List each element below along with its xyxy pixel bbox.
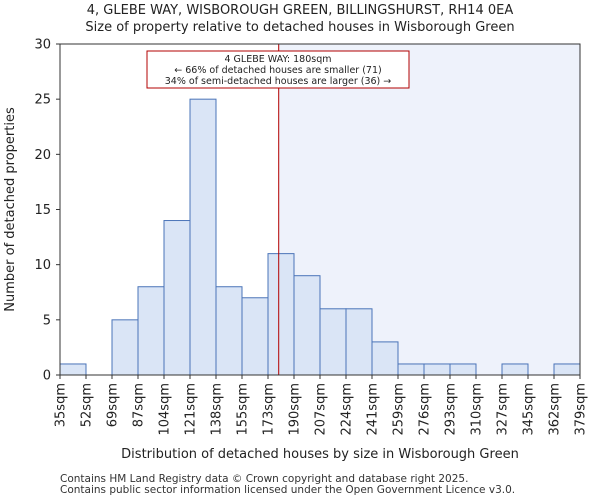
annotation-box: 4 GLEBE WAY: 180sqm ← 66% of detached ho…: [146, 50, 410, 89]
x-tick-label: 52sqm: [80, 383, 95, 427]
y-tick-label: 15: [34, 203, 51, 218]
x-tick-label: 362sqm: [548, 383, 563, 436]
annotation-line-3: 34% of semi-detached houses are larger (…: [165, 76, 392, 87]
histogram-bar: [163, 220, 191, 376]
y-axis-label: Number of detached properties: [3, 107, 18, 312]
x-axis-label: Distribution of detached houses by size …: [121, 447, 519, 462]
histogram-bar: [189, 98, 217, 376]
y-tick-label: 30: [34, 38, 51, 53]
x-tick-label: 138sqm: [210, 383, 225, 436]
histogram-bar: [423, 363, 451, 376]
x-tick-label: 104sqm: [158, 383, 173, 436]
plot-border: [59, 43, 581, 376]
footer-licence: Contains public sector information licen…: [60, 484, 516, 496]
x-tick-label: 379sqm: [574, 383, 589, 436]
histogram-bar: [371, 341, 399, 376]
x-tick-label: 87sqm: [132, 383, 147, 427]
histogram-bar: [111, 319, 139, 376]
x-tick-label: 345sqm: [522, 383, 537, 436]
x-tick-label: 69sqm: [106, 383, 121, 427]
x-tick-label: 207sqm: [314, 383, 329, 436]
histogram-bar: [397, 363, 425, 376]
annotation-line-2: ← 66% of detached houses are smaller (71…: [174, 65, 381, 76]
histogram-bar: [241, 297, 269, 376]
x-tick-label: 121sqm: [184, 383, 199, 436]
x-tick-label: 35sqm: [54, 383, 69, 427]
x-tick-label: 173sqm: [262, 383, 277, 436]
histogram-bar: [59, 363, 87, 376]
y-tick-label: 25: [34, 93, 51, 108]
y-tick-label: 0: [43, 369, 51, 384]
y-tick-label: 5: [43, 313, 51, 328]
histogram-bar: [553, 363, 581, 376]
histogram-bar: [501, 363, 529, 376]
x-tick-label: 259sqm: [392, 383, 407, 436]
chart-subtitle: Size of property relative to detached ho…: [85, 20, 515, 35]
x-tick-label: 310sqm: [470, 383, 485, 436]
x-tick-label: 327sqm: [496, 383, 511, 436]
y-tick-label: 10: [34, 258, 51, 273]
x-tick-label: 241sqm: [366, 383, 381, 436]
footer-copyright: Contains HM Land Registry data © Crown c…: [60, 473, 469, 485]
histogram-bar: [267, 253, 295, 376]
histogram-bar: [215, 286, 243, 376]
x-tick-label: 155sqm: [236, 383, 251, 436]
annotation-line-1: 4 GLEBE WAY: 180sqm: [224, 54, 331, 65]
histogram-bar: [345, 308, 373, 376]
x-tick-label: 190sqm: [288, 383, 303, 436]
annotation-border: [146, 50, 410, 89]
chart-title: 4, GLEBE WAY, WISBOROUGH GREEN, BILLINGS…: [86, 3, 514, 18]
y-tick-label: 20: [34, 148, 51, 163]
x-tick-label: 293sqm: [444, 383, 459, 436]
histogram-bar: [293, 275, 321, 376]
histogram-bar: [319, 308, 347, 376]
x-tick-label: 224sqm: [340, 383, 355, 436]
histogram-bar: [449, 363, 477, 376]
histogram-bar: [137, 286, 165, 376]
x-tick-label: 276sqm: [418, 383, 433, 436]
